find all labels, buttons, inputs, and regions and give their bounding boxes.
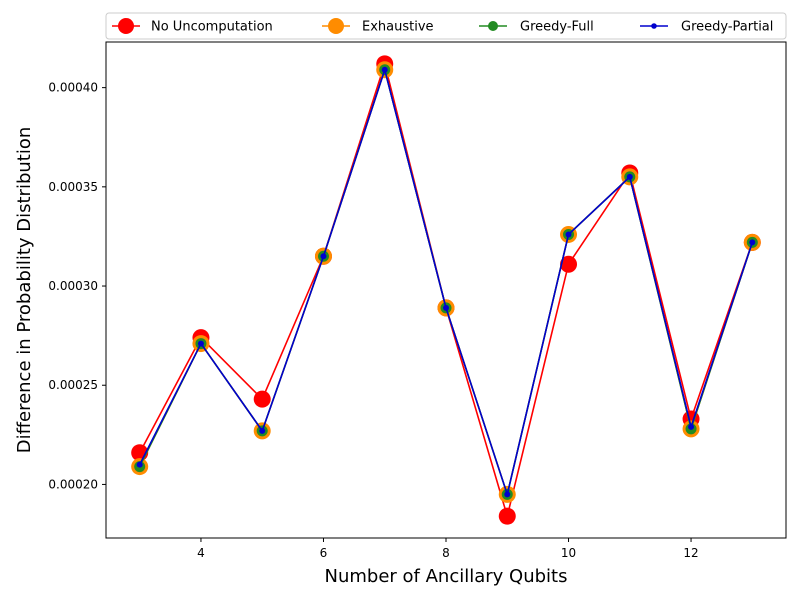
x-axis-ticks: 4 6 8 10 12: [197, 538, 699, 560]
legend-entry-greedy-partial: Greedy-Partial: [640, 20, 773, 35]
y-axis-ticks: 0.00020 0.00025 0.00030 0.00035 0.00040: [48, 81, 106, 491]
data-point-greedy-partial: [626, 173, 633, 180]
data-point-no-uncomputation: [253, 390, 271, 408]
data-point-greedy-partial: [443, 304, 449, 311]
legend-label-exhaustive: Exhaustive: [362, 20, 434, 35]
legend-marker-greedy-partial: [651, 23, 657, 29]
y-tick-label: 0.00025: [48, 378, 98, 392]
y-tick-label: 0.00030: [48, 279, 98, 293]
legend-label-greedy-full: Greedy-Full: [520, 20, 594, 35]
data-point-no-uncomputation: [560, 255, 578, 273]
series-layer: [131, 55, 761, 525]
data-point-greedy-partial: [688, 423, 695, 430]
y-tick-label: 0.00040: [48, 81, 98, 95]
series-greedy-partial: [136, 66, 756, 498]
legend-entry-greedy-full: Greedy-Full: [479, 20, 594, 35]
y-axis-title: Difference in Probability Distribution: [14, 127, 35, 454]
data-point-greedy-partial: [749, 239, 756, 246]
data-point-greedy-partial: [504, 491, 511, 498]
y-tick-label: 0.00020: [48, 477, 98, 491]
data-point-greedy-partial: [197, 340, 204, 347]
legend-marker-greedy-full: [488, 21, 498, 31]
x-tick-label: 8: [442, 546, 450, 560]
data-point-greedy-partial: [136, 461, 143, 468]
data-point-greedy-partial: [381, 66, 388, 73]
legend-label-no-uncomputation: No Uncomputation: [151, 20, 273, 35]
x-tick-label: 10: [561, 546, 576, 560]
data-point-greedy-partial: [565, 231, 572, 238]
legend-label-greedy-partial: Greedy-Partial: [681, 20, 773, 35]
legend: No Uncomputation Exhaustive Greedy-Full …: [105, 12, 787, 40]
legend-marker-exhaustive: [328, 18, 344, 34]
x-axis-title: Number of Ancillary Qubits: [325, 566, 568, 587]
data-point-greedy-partial: [259, 427, 266, 434]
legend-entry-exhaustive: Exhaustive: [322, 18, 434, 35]
data-point-no-uncomputation: [498, 507, 516, 525]
y-tick-label: 0.00035: [48, 180, 98, 194]
x-tick-label: 12: [683, 546, 698, 560]
data-point-greedy-partial: [320, 253, 327, 260]
x-tick-label: 4: [197, 546, 205, 560]
legend-marker-no-uncomputation: [118, 18, 134, 34]
x-tick-label: 6: [320, 546, 328, 560]
legend-frame: [105, 12, 787, 40]
plot-area-frame: [105, 41, 787, 539]
legend-entry-no-uncomputation: No Uncomputation: [112, 18, 273, 35]
